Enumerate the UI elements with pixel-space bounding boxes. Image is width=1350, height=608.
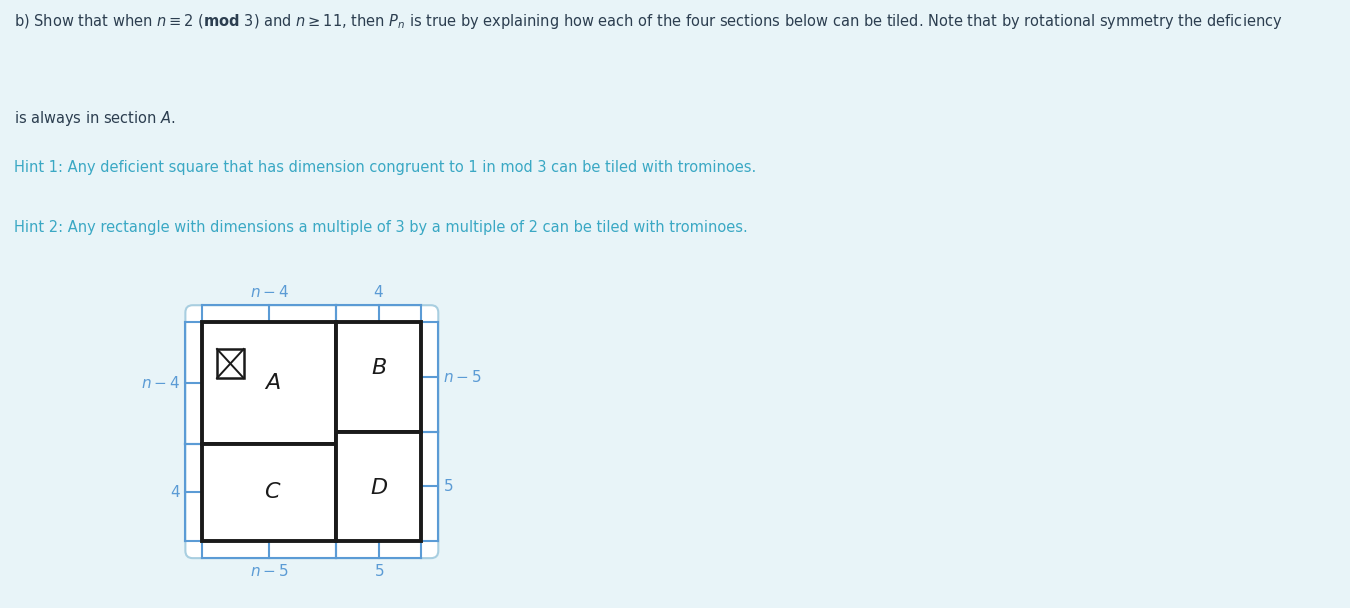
Text: Hint 1: Any deficient square that has dimension congruent to 1 in mod 3 can be t: Hint 1: Any deficient square that has di…: [14, 160, 756, 175]
Text: $n-4$: $n-4$: [142, 375, 181, 391]
Bar: [202, 322, 336, 444]
Text: $B$: $B$: [371, 359, 386, 378]
Bar: [217, 349, 244, 378]
Text: $4$: $4$: [374, 285, 385, 300]
Bar: [336, 432, 421, 541]
Text: $D$: $D$: [370, 478, 387, 497]
Bar: [202, 444, 336, 541]
Text: Hint 2: Any rectangle with dimensions a multiple of 3 by a multiple of 2 can be : Hint 2: Any rectangle with dimensions a …: [14, 220, 748, 235]
Text: $A$: $A$: [265, 373, 281, 393]
Text: $5$: $5$: [443, 478, 454, 494]
Text: $C$: $C$: [265, 483, 282, 502]
Text: $5$: $5$: [374, 563, 383, 579]
Text: $4$: $4$: [170, 485, 181, 500]
Text: $n-4$: $n-4$: [250, 285, 289, 300]
Text: b) Show that when $n \equiv 2\ (\mathbf{mod}\ 3)$ and $n \geq 11$, then $P_n$ is: b) Show that when $n \equiv 2\ (\mathbf{…: [14, 12, 1282, 31]
FancyBboxPatch shape: [185, 305, 439, 558]
Bar: [336, 322, 421, 432]
Text: $n-5$: $n-5$: [443, 369, 482, 385]
Text: $n-5$: $n-5$: [250, 563, 289, 579]
Text: is always in section $A$.: is always in section $A$.: [14, 109, 176, 128]
